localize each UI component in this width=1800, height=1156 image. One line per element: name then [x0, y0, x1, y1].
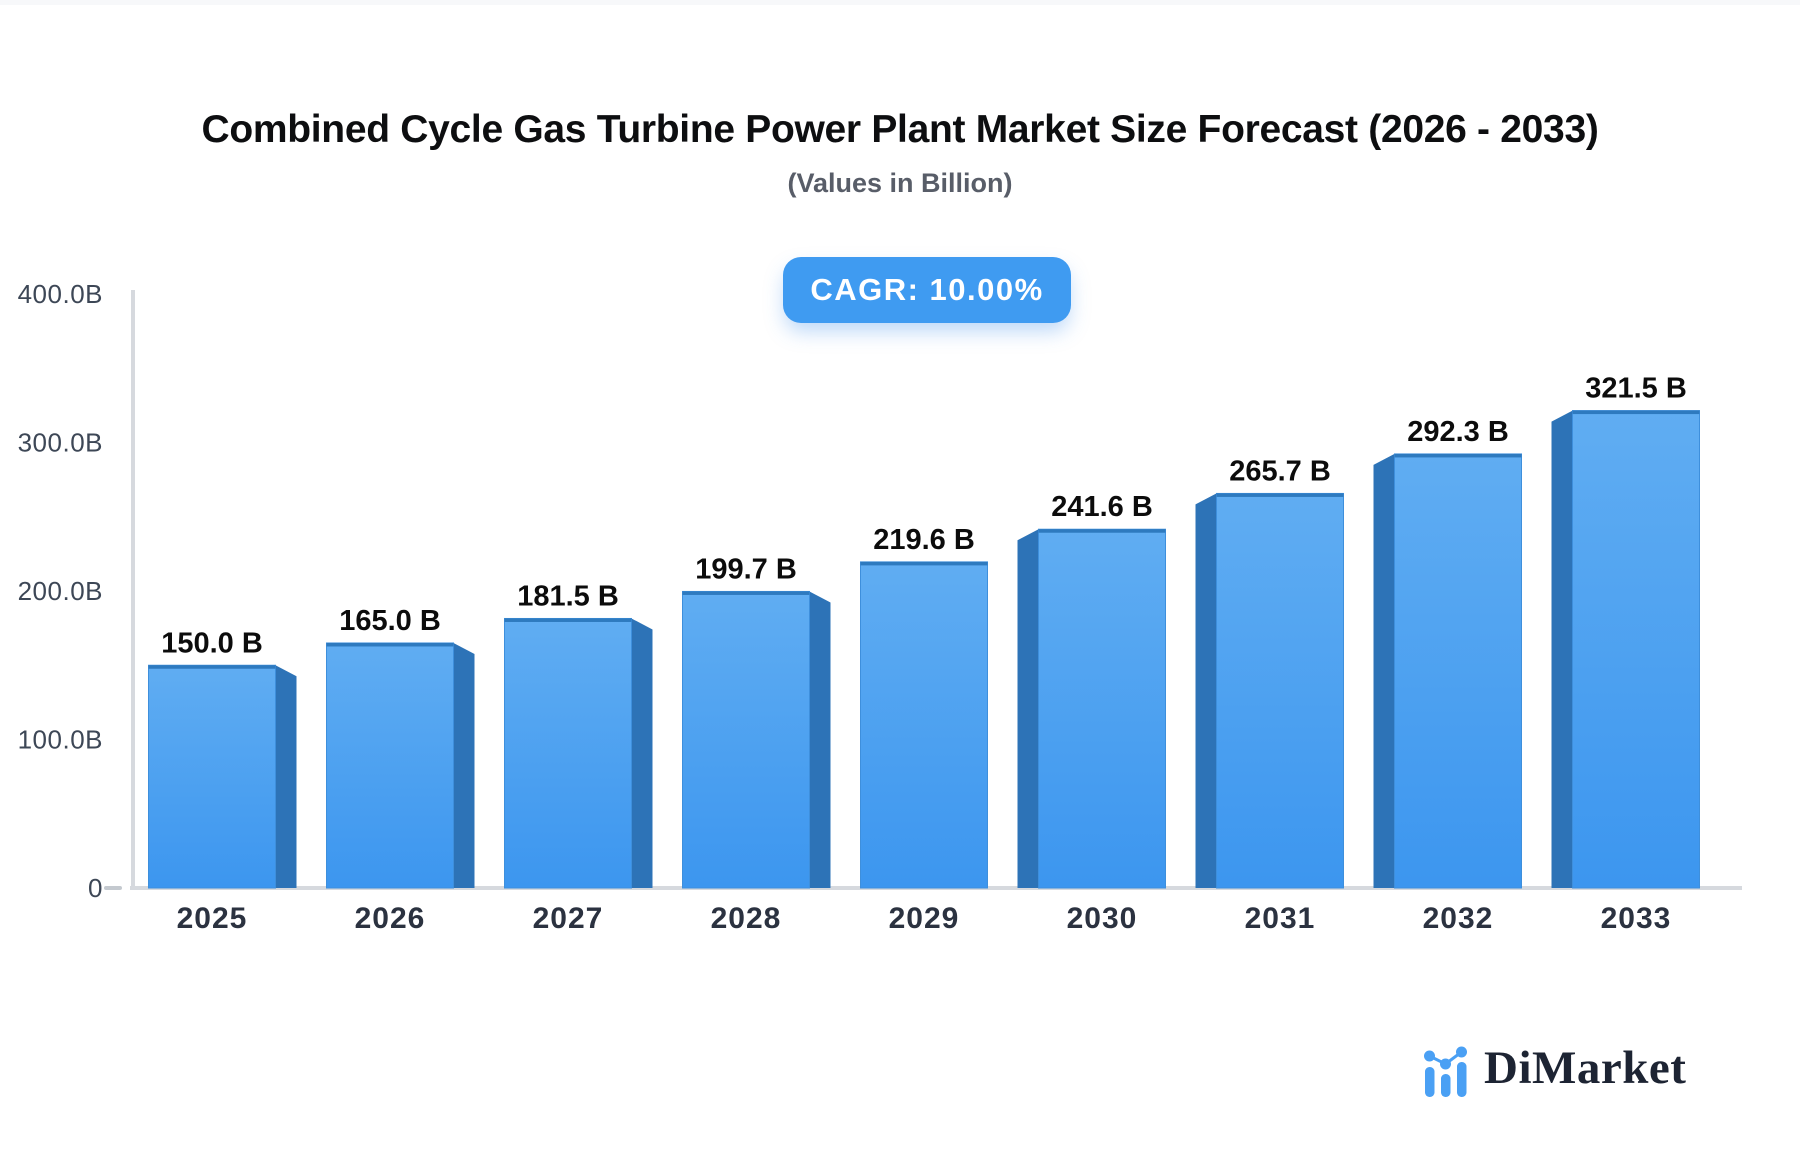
- bar-top-edge: [1394, 453, 1522, 458]
- bar: [504, 617, 653, 889]
- bar-value-label: 241.6 B: [1051, 491, 1153, 523]
- bar-value-label: 219.6 B: [873, 524, 975, 556]
- bar-value-label: 292.3 B: [1407, 416, 1509, 448]
- bar-face: [326, 642, 454, 889]
- bar-value-label: 199.7 B: [695, 553, 797, 585]
- bar-value-label: 150.0 B: [161, 627, 263, 659]
- zero-tick-dash: [104, 886, 122, 890]
- bar-top-edge: [1038, 529, 1166, 533]
- bar-face: [1038, 528, 1166, 889]
- x-axis-label: 2031: [1245, 902, 1316, 935]
- cagr-badge-label: CAGR: 10.00%: [810, 272, 1044, 307]
- bar-top-edge: [860, 561, 988, 566]
- bar-top-edge: [1572, 410, 1700, 415]
- chart-subtitle: (Values in Billion): [787, 168, 1013, 198]
- bar: [148, 664, 297, 889]
- bar-side-shadow: [275, 665, 297, 888]
- bar: [1017, 528, 1166, 889]
- bar-face: [1394, 453, 1522, 889]
- x-axis-label: 2030: [1067, 902, 1138, 935]
- bar-face: [682, 590, 810, 889]
- bar: [1373, 453, 1522, 889]
- bar-value-label: 321.5 B: [1585, 373, 1687, 405]
- bar-top-edge: [504, 618, 632, 622]
- bar-face: [504, 617, 632, 889]
- x-axis-label: 2026: [355, 902, 426, 935]
- bar-top-edge: [148, 665, 276, 669]
- bar-chart-logo-icon: [1424, 1046, 1467, 1097]
- y-axis-tick-label: 400.0B: [18, 279, 103, 309]
- y-axis-tick-label: 300.0B: [18, 428, 103, 458]
- y-axis-tick-label: 200.0B: [18, 576, 103, 606]
- x-axis-label: 2029: [889, 902, 960, 935]
- x-axis-label: 2033: [1601, 902, 1672, 935]
- bar: [326, 642, 475, 889]
- cagr-badge: CAGR: 10.00%: [783, 257, 1071, 323]
- bar-side-shadow: [1195, 493, 1217, 888]
- bar-value-label: 265.7 B: [1229, 455, 1331, 487]
- bar-side-shadow: [1017, 529, 1039, 888]
- bar-face: [1572, 410, 1700, 889]
- chart-title: Combined Cycle Gas Turbine Power Plant M…: [201, 108, 1599, 151]
- bar-top-edge: [1216, 493, 1344, 497]
- logo-icon-shapes: [1424, 1046, 1467, 1097]
- bar-face: [1216, 492, 1344, 889]
- bar: [860, 561, 988, 889]
- bar-face: [860, 561, 988, 889]
- x-axis-label: 2032: [1423, 902, 1494, 935]
- bar-side-shadow: [809, 591, 831, 888]
- bar-side-shadow: [631, 618, 653, 888]
- brand-name: DiMarket: [1484, 1042, 1687, 1094]
- brand-logo: DiMarket: [1422, 1036, 1686, 1100]
- x-axis-label: 2027: [533, 902, 604, 935]
- bar-face: [148, 664, 276, 889]
- bar-value-label: 181.5 B: [517, 580, 619, 612]
- bar: [1195, 492, 1344, 889]
- bar-value-label: 165.0 B: [339, 605, 441, 637]
- x-axis-label: 2028: [711, 902, 782, 935]
- bar-side-shadow: [1373, 453, 1395, 888]
- y-axis-tick-label: 100.0B: [18, 725, 103, 755]
- y-axis-tick-label: 0: [88, 873, 103, 903]
- bar-top-edge: [682, 591, 810, 595]
- bar-side-shadow: [1551, 410, 1573, 888]
- bar: [1551, 410, 1700, 889]
- bar-top-edge: [326, 642, 454, 647]
- bar-side-shadow: [453, 642, 475, 888]
- x-axis-label: 2025: [177, 902, 248, 935]
- top-strip: [0, 0, 1800, 5]
- y-axis-line: [131, 290, 135, 890]
- bar: [682, 590, 831, 889]
